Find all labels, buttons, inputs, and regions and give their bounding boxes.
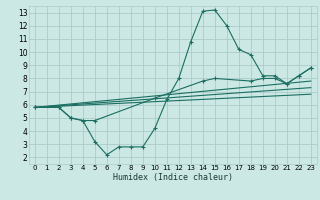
X-axis label: Humidex (Indice chaleur): Humidex (Indice chaleur) bbox=[113, 173, 233, 182]
